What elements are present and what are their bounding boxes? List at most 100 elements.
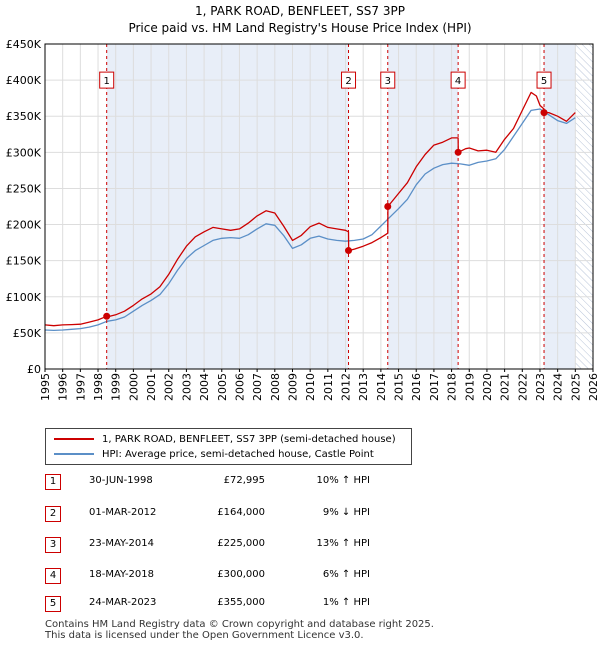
chart-legend: 1, PARK ROAD, BENFLEET, SS7 3PP (semi-de… [45, 428, 412, 465]
legend-item-property: 1, PARK ROAD, BENFLEET, SS7 3PP (semi-de… [54, 432, 396, 446]
sale-marker-label: 3 [385, 76, 391, 87]
x-tick-label: 2012 [340, 373, 353, 401]
sale-hpi-diff: 13% ↑ HPI [316, 538, 370, 549]
price-chart: 1 2 3 4 5 £0 £50K £100K £150K £200K £250K £300K £35… [6, 38, 600, 401]
y-tick-label: £150K [6, 255, 42, 268]
sale-price: £164,000 [217, 507, 265, 518]
y-tick-label: £250K [6, 182, 42, 195]
table-row: 3 23-MAY-2014 £225,000 13% ↑ HPI [45, 537, 465, 553]
x-tick-label: 1997 [74, 373, 87, 401]
legend-label-hpi: HPI: Average price, semi-detached house,… [102, 448, 374, 460]
sale-price: £355,000 [217, 597, 265, 608]
legend-swatch-property [54, 438, 94, 440]
sale-point [384, 203, 392, 210]
legend-swatch-hpi [54, 453, 94, 455]
x-tick-label: 2022 [516, 373, 529, 401]
sale-number-badge: 5 [45, 596, 61, 612]
y-tick-label: £100K [6, 291, 42, 304]
sale-point [540, 109, 548, 117]
x-tick-label: 2007 [251, 373, 264, 401]
property-price-line [44, 91, 576, 327]
x-tick-label: 1998 [92, 373, 105, 401]
ownership-band [106, 44, 349, 369]
sale-point [103, 312, 111, 320]
y-tick-label: £200K [6, 219, 42, 232]
sale-hpi-diff: 9% ↓ HPI [322, 507, 370, 518]
sale-marker-label: 2 [345, 76, 351, 87]
x-tick-label: 2011 [322, 373, 335, 401]
x-tick-label: 2017 [428, 373, 441, 401]
plot-frame [44, 43, 594, 370]
chart-title-line1: 1, PARK ROAD, BENFLEET, SS7 3PP [195, 4, 405, 18]
x-tick-label: 2000 [127, 373, 140, 401]
footer-line-licence: This data is licensed under the Open Gov… [45, 630, 364, 641]
x-tick-label: 2009 [286, 373, 299, 401]
sale-number-badge: 3 [45, 537, 61, 553]
ownership-band [387, 44, 459, 369]
forecast-hatch-area [575, 44, 593, 369]
sale-marker-label-box [380, 71, 396, 89]
sale-hpi-diff: 6% ↑ HPI [322, 569, 370, 580]
x-tick-label: 2023 [534, 373, 547, 401]
x-tick-label: 1999 [110, 373, 123, 401]
x-tick-label: 2026 [587, 373, 600, 401]
y-tick-label: £50K [13, 327, 42, 340]
sale-point [345, 247, 353, 255]
sale-point [454, 148, 462, 156]
legend-label-property: 1, PARK ROAD, BENFLEET, SS7 3PP (semi-de… [102, 433, 396, 445]
x-tick-label: 2005 [216, 373, 229, 401]
x-tick-label: 2006 [233, 373, 246, 401]
chart-title: 1, PARK ROAD, BENFLEET, SS7 3PP Price pa… [0, 3, 600, 37]
sale-date: 24-MAR-2023 [89, 597, 157, 608]
x-tick-label: 2021 [499, 373, 512, 401]
sale-hpi-diff: 1% ↑ HPI [322, 597, 370, 608]
x-tick-label: 2010 [304, 373, 317, 401]
sale-marker-label: 1 [104, 76, 110, 87]
x-tick-label: 2015 [393, 373, 406, 401]
y-tick-label: £300K [6, 146, 42, 159]
x-tick-label: 2025 [569, 373, 582, 401]
sale-date: 01-MAR-2012 [89, 507, 157, 518]
table-row: 2 01-MAR-2012 £164,000 9% ↓ HPI [45, 506, 465, 522]
ownership-band [544, 44, 576, 369]
sale-price: £225,000 [217, 538, 265, 549]
footer-attribution: Contains HM Land Registry data © Crown c… [45, 619, 434, 641]
y-tick-label: £450K [6, 38, 42, 51]
sale-marker-label-box [450, 71, 466, 89]
x-tick-label: 2014 [375, 373, 388, 401]
table-row: 1 30-JUN-1998 £72,995 10% ↑ HPI [45, 474, 465, 490]
chart-subtitle: Price paid vs. HM Land Registry's House … [128, 21, 472, 35]
sale-marker-label-box [536, 71, 552, 89]
x-tick-label: 2002 [163, 373, 176, 401]
x-tick-label: 2019 [463, 373, 476, 401]
x-tick-label: 2016 [410, 373, 423, 401]
sale-marker-label: 5 [541, 76, 547, 87]
x-tick-label: 2003 [180, 373, 193, 401]
x-tick-label: 2008 [269, 373, 282, 401]
sale-number-badge: 1 [45, 474, 61, 490]
sale-price: £300,000 [217, 569, 265, 580]
x-tick-label: 2020 [481, 373, 494, 401]
sale-hpi-diff: 10% ↑ HPI [316, 475, 370, 486]
x-tick-label: 1995 [39, 373, 52, 401]
sale-marker-label-box [341, 71, 357, 89]
x-tick-label: 2024 [552, 373, 565, 401]
sale-number-badge: 2 [45, 506, 61, 522]
x-tick-label: 2018 [446, 373, 459, 401]
legend-item-hpi: HPI: Average price, semi-detached house,… [54, 447, 374, 461]
sale-marker-label: 4 [455, 76, 461, 87]
sale-number-badge: 4 [45, 568, 61, 584]
sale-date: 18-MAY-2018 [89, 569, 155, 580]
hpi-line [44, 108, 576, 332]
sale-date: 23-MAY-2014 [89, 538, 155, 549]
sale-marker-label-box [99, 71, 115, 89]
x-tick-label: 2004 [198, 373, 211, 401]
y-tick-label: £0 [27, 363, 41, 376]
x-tick-label: 2013 [357, 373, 370, 401]
sale-date: 30-JUN-1998 [89, 475, 153, 486]
y-tick-label: £400K [6, 74, 42, 87]
sale-price: £72,995 [223, 475, 265, 486]
footer-line-copyright: Contains HM Land Registry data © Crown c… [45, 619, 434, 630]
x-tick-label: 2001 [145, 373, 158, 401]
y-tick-label: £350K [6, 110, 42, 123]
